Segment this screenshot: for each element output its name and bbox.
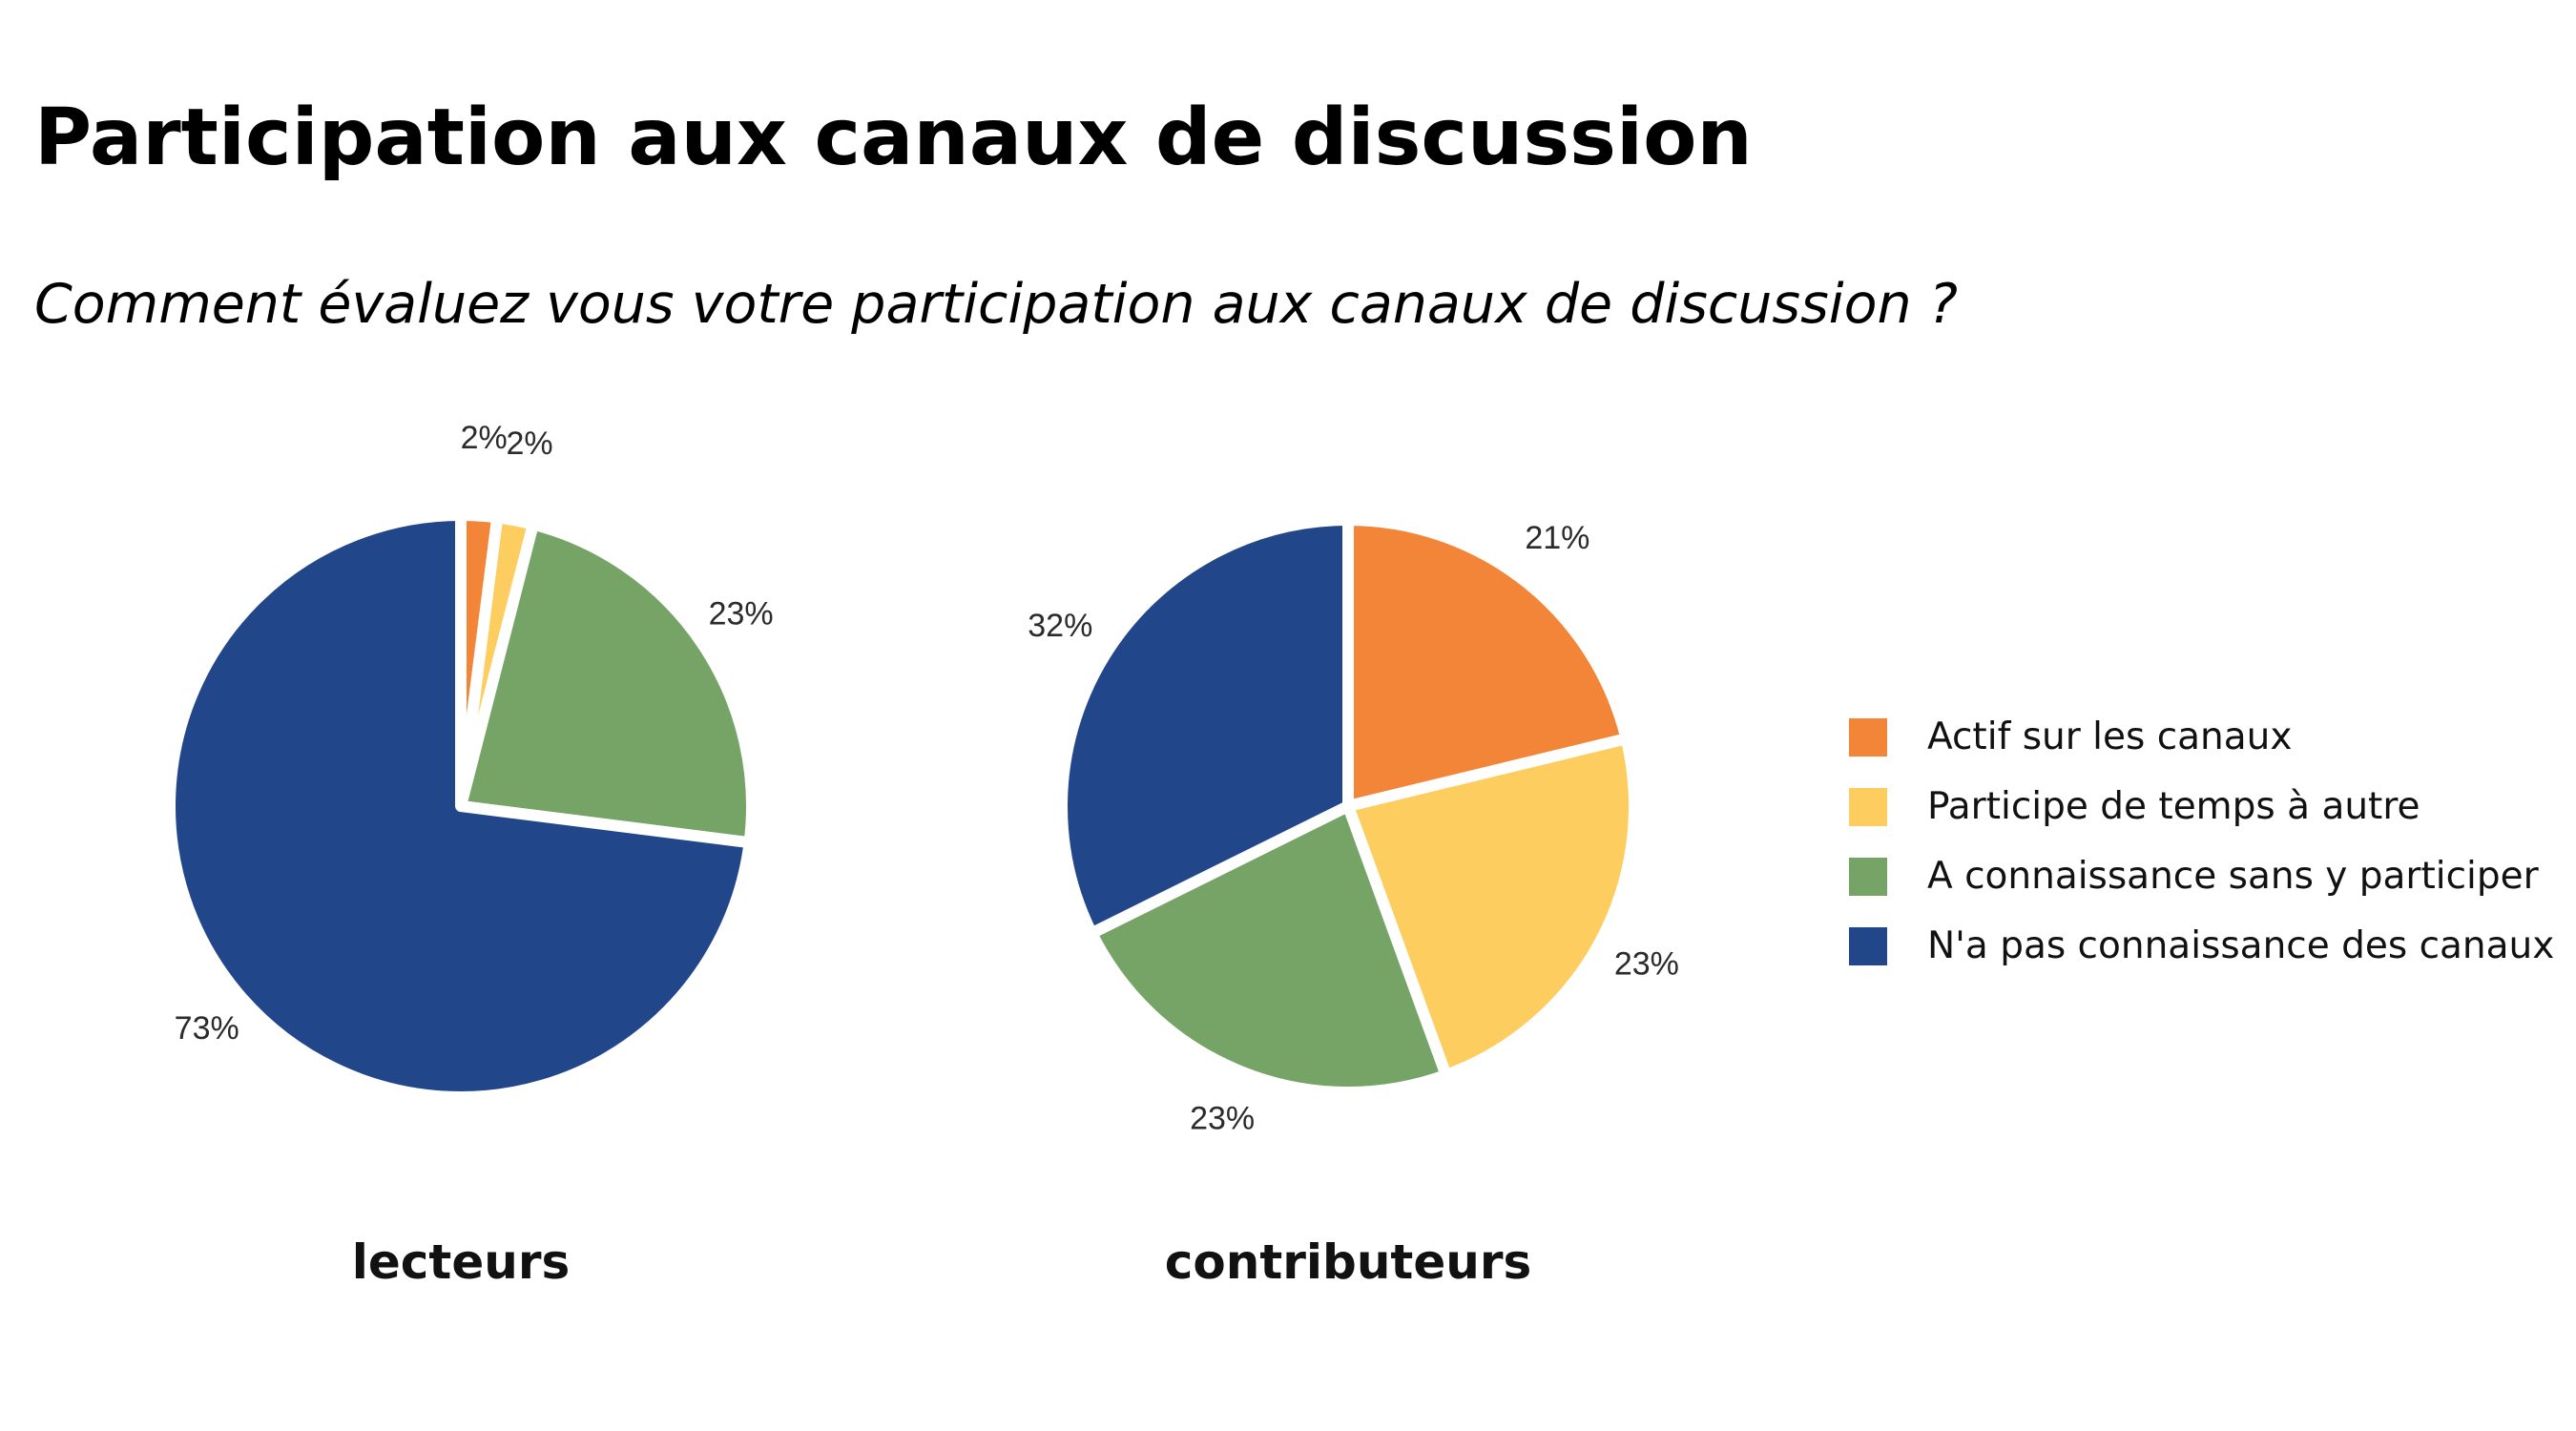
pie-slice [1056, 514, 1354, 940]
slice-label: 2% [507, 425, 553, 462]
slice-label: 23% [709, 595, 774, 632]
legend-label: A connaissance sans y participer [1927, 855, 2539, 898]
panel-label: lecteurs [352, 1234, 571, 1290]
pie-slice [164, 509, 756, 1103]
chart-subtitle: Comment évaluez vous votre participation… [34, 273, 1958, 336]
legend-label: Participe de temps à autre [1927, 785, 2420, 828]
slice-label: 2% [461, 420, 508, 456]
legend-item: Actif sur les canaux [1849, 702, 2554, 772]
legend: Actif sur les canaux Participe de temps à… [1849, 702, 2554, 981]
pie-contributeurs: 21% 23% 23% 32% contributeurs [1028, 514, 1679, 1290]
slice-label: 23% [1190, 1101, 1255, 1137]
slice-label: 73% [175, 1010, 239, 1047]
legend-item: Participe de temps à autre [1849, 772, 2554, 841]
slice-label: 21% [1525, 520, 1589, 556]
legend-label: Actif sur les canaux [1927, 716, 2293, 758]
pie-slice [1342, 514, 1632, 812]
pie-slice [1086, 800, 1452, 1098]
legend-item: A connaissance sans y participer [1849, 841, 2554, 911]
legend-swatch [1849, 787, 1887, 826]
slice-label: 23% [1614, 946, 1679, 983]
legend-swatch [1849, 926, 1887, 965]
legend-swatch [1849, 857, 1887, 896]
legend-swatch [1849, 717, 1887, 757]
panel-label: contributeurs [1165, 1234, 1532, 1290]
chart-title: Participation aux canaux de discussion [34, 93, 1753, 183]
legend-label: N'a pas connaissance des canaux [1927, 924, 2555, 967]
pie-lecteurs: 2%2% 23% 73% lecteurs [164, 420, 774, 1290]
legend-item: N'a pas connaissance des canaux [1849, 911, 2554, 981]
slice-label: 32% [1028, 608, 1092, 644]
pie-slice [455, 518, 758, 849]
